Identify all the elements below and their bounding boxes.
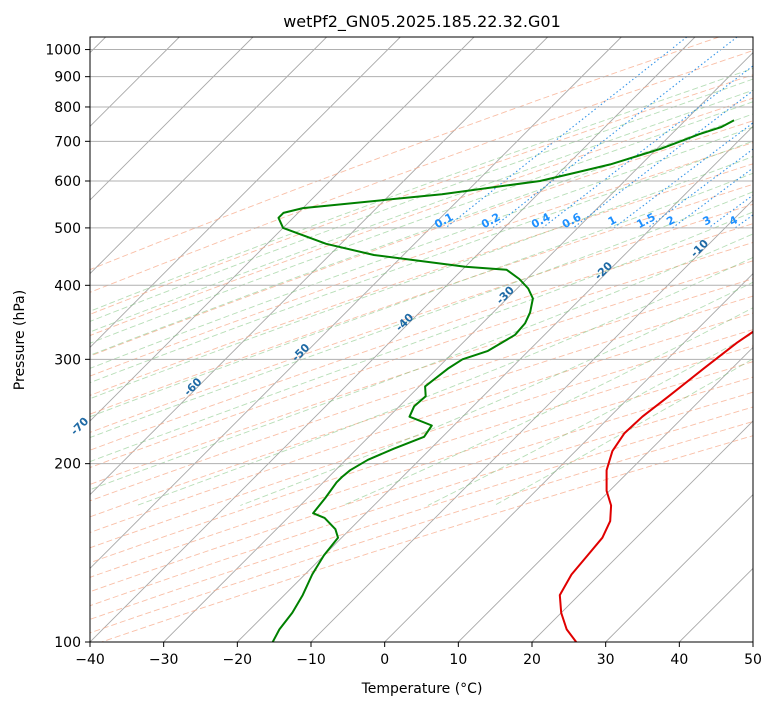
- temperature-profile: [558, 330, 753, 642]
- profiles: [271, 119, 753, 642]
- isotherm: [679, 567, 753, 642]
- dry-adiabat: [90, 203, 753, 433]
- moist-adiabat: [90, 89, 753, 333]
- isotherm: [752, 641, 753, 642]
- background-lines: [90, 37, 753, 642]
- moist-adiabat: [90, 101, 753, 344]
- mixing-ratio-line: [734, 214, 753, 229]
- moist-adiabat: [90, 67, 753, 312]
- mixing-ratio-line: [708, 194, 753, 229]
- dry-adiabat: [90, 345, 753, 564]
- isotherm: [90, 37, 475, 422]
- dry-adiabat: [90, 97, 753, 337]
- y-axis: 100 200 300 400 500 600 700 800 900 1000: [45, 43, 90, 651]
- dry-adiabat: [90, 391, 753, 607]
- x-tick-label: −10: [296, 652, 326, 668]
- dry-adiabat: [90, 223, 753, 451]
- dry-adiabat: [90, 329, 753, 549]
- dry-adiabat-label: -70: [68, 414, 91, 437]
- mixing-ratio-line: [672, 167, 753, 229]
- isotherm: [531, 420, 753, 642]
- moist-adiabat: [90, 233, 753, 491]
- plot-frame: [89, 36, 754, 643]
- isotherm: [605, 494, 753, 642]
- y-tick-label: 500: [54, 221, 81, 237]
- x-tick-label: 30: [597, 652, 615, 668]
- x-tick-label: 20: [523, 652, 541, 668]
- dry-adiabat: [101, 435, 753, 642]
- isotherm: [90, 37, 254, 201]
- isobar-grid: [90, 49, 753, 642]
- dry-adiabat: [90, 278, 753, 502]
- y-tick-label: 400: [54, 278, 81, 294]
- x-tick-label: 40: [670, 652, 688, 668]
- dry-adiabat: [90, 183, 753, 415]
- y-tick-label: 700: [54, 134, 81, 150]
- y-tick-label: 300: [54, 352, 81, 368]
- x-tick-label: 0: [380, 652, 389, 668]
- dry-adiabat: [90, 120, 753, 357]
- moist-adiabat: [342, 307, 753, 506]
- dry-adiabat: [90, 312, 753, 533]
- moist-adiabat: [136, 256, 753, 506]
- mixing-ratio-line: [492, 37, 738, 229]
- dewpoint-profile: [271, 119, 735, 642]
- dry-adiabat-label: -20: [592, 259, 615, 282]
- dry-adiabat: [90, 361, 753, 578]
- isotherm: [90, 37, 622, 569]
- mixing-ratio-label: 4: [727, 213, 740, 228]
- isotherm: [384, 273, 753, 642]
- x-tick-label: −40: [75, 652, 105, 668]
- dry-adiabat-label: -40: [393, 311, 416, 334]
- moist-adiabat: [427, 332, 753, 506]
- dry-adiabat-label: -10: [688, 237, 711, 260]
- isotherm: [90, 37, 327, 275]
- dry-adiabat: [90, 37, 720, 271]
- x-tick-label: −20: [223, 652, 253, 668]
- isotherm: [310, 199, 753, 642]
- x-tick-label: 10: [449, 652, 467, 668]
- moist-adiabat: [90, 156, 753, 400]
- mixing-ratio-label: 1: [606, 213, 619, 228]
- moist-adiabat: [90, 140, 753, 384]
- dry-adiabat: [90, 376, 753, 593]
- moist-adiabat: [90, 211, 753, 463]
- mixing-ratio-lines: [445, 37, 753, 229]
- y-tick-label: 900: [54, 70, 81, 86]
- isotherm: [163, 52, 753, 642]
- dry-adiabat-label: -50: [289, 341, 312, 364]
- dry-adiabat: [90, 74, 753, 315]
- mixing-ratio-line: [572, 90, 753, 229]
- x-tick-label: 50: [744, 652, 762, 668]
- dry-adiabat-label: -30: [494, 283, 517, 306]
- dry-adiabat: [90, 142, 753, 377]
- chart-title: wetPf2_GN05.2025.185.22.32.G01: [283, 12, 561, 32]
- moist-adiabat: [90, 113, 753, 356]
- mixing-ratio-line: [542, 65, 753, 229]
- moist-adiabat: [90, 172, 753, 418]
- dry-adiabat: [90, 163, 753, 396]
- dry-adiabat: [90, 50, 753, 293]
- x-axis: −40 −30 −20 −10 0 10 20 30 40 50: [75, 642, 762, 668]
- moist-adiabat: [90, 78, 753, 322]
- dry-adiabat: [90, 260, 753, 485]
- y-tick-label: 100: [54, 635, 81, 651]
- moist-adiabat: [90, 126, 753, 369]
- y-tick-label: 1000: [45, 43, 81, 59]
- dry-adiabat: [90, 295, 753, 518]
- x-tick-label: −30: [149, 652, 179, 668]
- x-axis-label: Temperature (°C): [361, 681, 483, 697]
- isotherm: [90, 37, 548, 496]
- isotherm: [458, 346, 753, 642]
- y-tick-label: 600: [54, 174, 81, 190]
- y-tick-label: 800: [54, 100, 81, 116]
- moist-adiabat: [240, 281, 753, 506]
- y-axis-label: Pressure (hPa): [12, 290, 28, 390]
- dry-adiabat: [90, 241, 753, 469]
- y-tick-label: 200: [54, 457, 81, 473]
- isotherm: [237, 125, 753, 642]
- isotherm: [90, 37, 696, 642]
- isotherm: [90, 37, 401, 348]
